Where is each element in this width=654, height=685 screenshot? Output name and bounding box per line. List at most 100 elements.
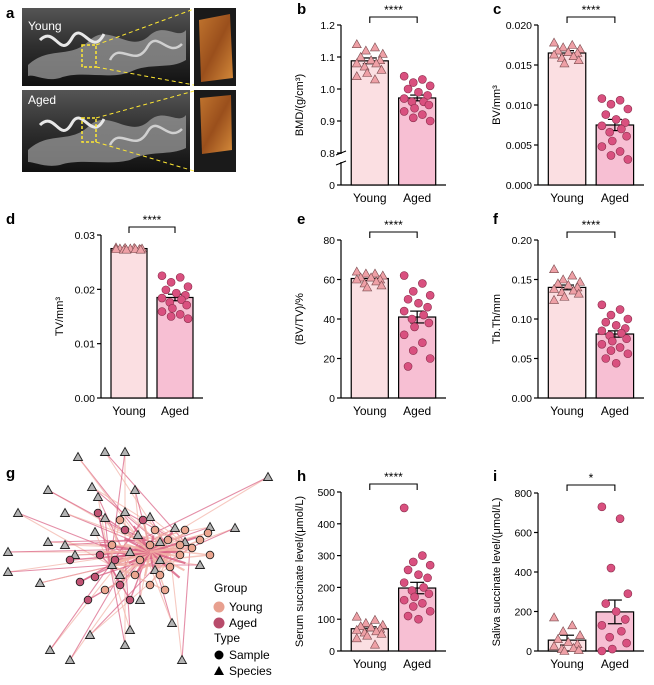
data-point-aged xyxy=(597,300,607,310)
data-point-aged xyxy=(601,317,611,327)
data-point-aged xyxy=(157,293,167,303)
significance-bracket xyxy=(566,484,616,491)
data-point-young xyxy=(369,639,380,649)
network-node-sample xyxy=(203,528,213,538)
x-tick-label: Young xyxy=(112,404,146,418)
network-node-species xyxy=(176,654,188,664)
network-node-species xyxy=(2,566,14,576)
network-node-species xyxy=(119,446,131,456)
data-point-young xyxy=(362,630,373,640)
data-point-young xyxy=(573,288,584,298)
data-point-young xyxy=(351,633,362,643)
panel-label-e: e xyxy=(297,211,305,228)
data-point-aged xyxy=(161,285,171,295)
network-edge xyxy=(7,564,111,573)
data-point-young xyxy=(559,645,570,655)
data-point-young xyxy=(366,622,377,632)
y-tick-label: 300 xyxy=(317,551,335,563)
data-point-aged xyxy=(623,155,633,164)
data-point-aged xyxy=(408,346,418,355)
panel-label-h: h xyxy=(297,468,306,485)
data-point-young xyxy=(371,626,382,636)
data-point-young xyxy=(575,630,586,639)
data-point-young xyxy=(559,291,570,301)
network-node-species xyxy=(166,617,178,627)
data-point-aged xyxy=(410,103,419,113)
network-node-species xyxy=(64,654,76,664)
data-point-aged xyxy=(615,305,625,314)
x-tick-label: Aged xyxy=(601,404,629,418)
network-node-species xyxy=(89,526,101,536)
network-node-species xyxy=(72,451,84,461)
network-node-species xyxy=(114,569,126,579)
data-point-young xyxy=(549,283,560,293)
network-edge xyxy=(64,512,141,541)
data-point-young xyxy=(121,244,132,254)
data-point-aged xyxy=(183,282,193,291)
data-point-aged xyxy=(414,87,423,97)
data-point-aged xyxy=(418,75,427,84)
data-point-aged xyxy=(597,339,607,349)
data-point-young xyxy=(376,280,387,290)
network-node-species xyxy=(119,639,131,649)
axis-break-mark xyxy=(335,150,347,156)
bone-render-aged xyxy=(194,90,236,172)
data-point-young xyxy=(559,58,570,68)
data-point-aged xyxy=(410,592,419,602)
data-point-aged xyxy=(601,354,611,363)
legend-marker-species xyxy=(214,666,224,675)
network-edge xyxy=(109,564,126,646)
data-point-young xyxy=(552,45,563,55)
image-label-young: Young xyxy=(28,19,62,33)
bar-young xyxy=(110,247,148,399)
y-tick-label: 20 xyxy=(323,354,335,366)
network-edge xyxy=(149,550,186,565)
y-axis-label: Tb.Th/mm xyxy=(491,294,503,344)
data-point-aged xyxy=(403,611,413,621)
network-node-species xyxy=(59,539,71,549)
y-tick-label: 0.000 xyxy=(506,180,532,192)
network-node-sample xyxy=(100,585,110,595)
data-point-young xyxy=(371,276,382,286)
network-edge xyxy=(139,526,211,541)
y-tick-label: 0.00 xyxy=(75,393,96,405)
data-point-young xyxy=(369,74,380,84)
data-point-young xyxy=(568,285,579,295)
data-point-young xyxy=(362,67,373,77)
significance-label: **** xyxy=(384,470,403,484)
panel-label-d: d xyxy=(6,211,15,228)
network-node-species xyxy=(124,546,136,556)
network-node-species xyxy=(194,559,206,569)
data-point-aged xyxy=(414,614,423,624)
data-point-aged xyxy=(623,314,633,324)
data-point-aged xyxy=(615,147,625,156)
data-point-aged xyxy=(615,343,625,352)
network-node-species xyxy=(134,594,146,604)
network-node-sample xyxy=(180,525,190,535)
y-tick-label: 0.8 xyxy=(320,148,335,160)
network-edge xyxy=(49,564,111,651)
data-point-aged xyxy=(399,330,409,340)
bar-young xyxy=(547,52,587,186)
y-axis-label: TV/mm³ xyxy=(54,297,66,336)
network-node-species xyxy=(42,536,54,546)
data-point-aged xyxy=(423,302,432,312)
data-point-young xyxy=(351,58,362,68)
y-tick-label: 0.00 xyxy=(512,393,533,405)
network-node-species xyxy=(154,536,166,546)
data-point-aged xyxy=(399,107,409,116)
data-point-young xyxy=(552,634,563,643)
data-point-aged xyxy=(425,354,435,363)
network-node-sample xyxy=(115,580,125,590)
network-node-species xyxy=(119,506,131,516)
network-edge xyxy=(149,551,185,572)
significance-bracket xyxy=(369,16,418,23)
y-tick-label: 0.010 xyxy=(506,100,532,112)
data-point-aged xyxy=(620,118,630,127)
ct-image-aged: Aged xyxy=(22,90,190,172)
data-point-young xyxy=(567,39,578,49)
data-point-aged xyxy=(407,314,417,324)
data-point-aged xyxy=(408,287,418,296)
data-point-young xyxy=(110,244,122,253)
network-node-sample xyxy=(155,570,165,580)
